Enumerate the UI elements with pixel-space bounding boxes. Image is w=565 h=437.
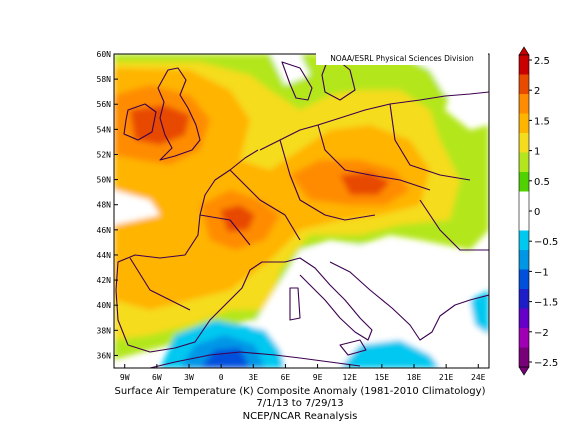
lat-tick-label: 36N (97, 351, 112, 360)
lon-tick-label: 9W (120, 373, 130, 382)
lon-tick-label: 0 (219, 373, 224, 382)
contour-zero-north-small (270, 54, 310, 85)
lon-tick-label: 12E (342, 373, 357, 382)
contour-zero-west (114, 190, 160, 225)
colorbar: 2.5 2 1.5 1 0.5 0 −0.5 −1 −1.5 −2 −2.5 (518, 46, 558, 376)
colorbar-segment (519, 308, 529, 329)
colorbar-segment (519, 113, 529, 134)
colorbar-tick-label: 0.5 (534, 177, 550, 188)
colorbar-segment (519, 133, 529, 153)
contour-minus0p5-aegean (470, 290, 489, 335)
lat-tick-label: 56N (97, 100, 112, 109)
lon-tick-label: 3E (248, 373, 258, 382)
lat-tick-label: 42N (97, 276, 112, 285)
caption-line-2: 7/1/13 to 7/29/13 (256, 398, 344, 409)
lat-tick-label: 52N (97, 150, 112, 159)
contour-2p5-uk (130, 105, 190, 145)
lat-tick-label: 44N (97, 251, 112, 260)
lon-tick-label: 15E (375, 373, 390, 382)
colorbar-segment (519, 289, 529, 309)
caption-line-1: Surface Air Temperature (K) Composite An… (114, 386, 486, 397)
colorbar-segment (519, 191, 529, 212)
lat-tick-label: 50N (97, 176, 112, 185)
colorbar-bottom-arrow (518, 366, 530, 376)
colorbar-tick-label: 2 (534, 86, 540, 97)
colorbar-segment (519, 230, 529, 251)
colorbar-segment (519, 94, 529, 114)
colorbar-tick-label: −2.5 (534, 358, 558, 369)
colorbar-tick-label: −1.5 (534, 298, 558, 309)
lat-tick-label: 48N (97, 201, 112, 210)
colorbar-segment (519, 269, 529, 290)
lat-tick-label: 58N (97, 75, 112, 84)
colorbar-tick-label: 1.5 (534, 116, 550, 127)
colorbar-segment (519, 328, 529, 348)
lon-axis: 9W 6W 3W 0 3E 6E 9E 12E 15E 18E 21E 24E (120, 364, 486, 382)
lon-tick-label: 6E (281, 373, 291, 382)
colorbar-tick-label: 0 (534, 207, 540, 218)
colorbar-segment (519, 172, 529, 192)
contour-zero-mediterranean (250, 245, 489, 368)
colorbar-segment (519, 74, 529, 95)
colorbar-tick-label: −1 (534, 267, 549, 278)
coastlines (115, 54, 489, 368)
contour-zero-north (400, 54, 489, 110)
colorbar-tick-label: 1 (534, 147, 540, 158)
lon-tick-label: 24E (471, 373, 486, 382)
contour-2p5-czech (340, 172, 390, 195)
anomaly-fill-contours (114, 54, 489, 368)
colorbar-segment (519, 55, 529, 75)
lat-tick-label: 40N (97, 301, 112, 310)
lon-tick-label: 21E (439, 373, 454, 382)
contour-minus0p5-east (340, 340, 440, 368)
colorbar-segment (519, 347, 529, 368)
lat-axis: 60N 58N 56N 54N 52N 50N 48N 46N 44N 42N 40N 38N 36N (97, 50, 118, 360)
colorbar-tick-label: −0.5 (534, 237, 558, 248)
colorbar-segment (519, 250, 529, 270)
contour-minus1p5-africa (200, 348, 250, 368)
lat-tick-label: 60N (97, 50, 112, 59)
colorbar-segment (519, 152, 529, 173)
plot-frame (113, 53, 490, 369)
colorbar-tick-label: 2.5 (534, 56, 550, 67)
lon-tick-label: 18E (407, 373, 422, 382)
lon-tick-label: 3W (184, 373, 194, 382)
lon-tick-label: 6W (152, 373, 162, 382)
caption-line-3: NCEP/NCAR Reanalysis (242, 411, 358, 422)
contour-2p5-france (220, 205, 255, 232)
lat-tick-label: 54N (97, 125, 112, 134)
colorbar-segment (519, 211, 529, 231)
lat-tick-label: 38N (97, 326, 112, 335)
colorbar-tick-label: −2 (534, 328, 549, 339)
colorbar-top-arrow (518, 46, 530, 56)
map-plot-area (114, 54, 489, 368)
lat-tick-label: 46N (97, 226, 112, 235)
lon-tick-label: 9E (313, 373, 323, 382)
credit-label: NOAA/ESRL Physical Sciences Division (316, 53, 488, 65)
